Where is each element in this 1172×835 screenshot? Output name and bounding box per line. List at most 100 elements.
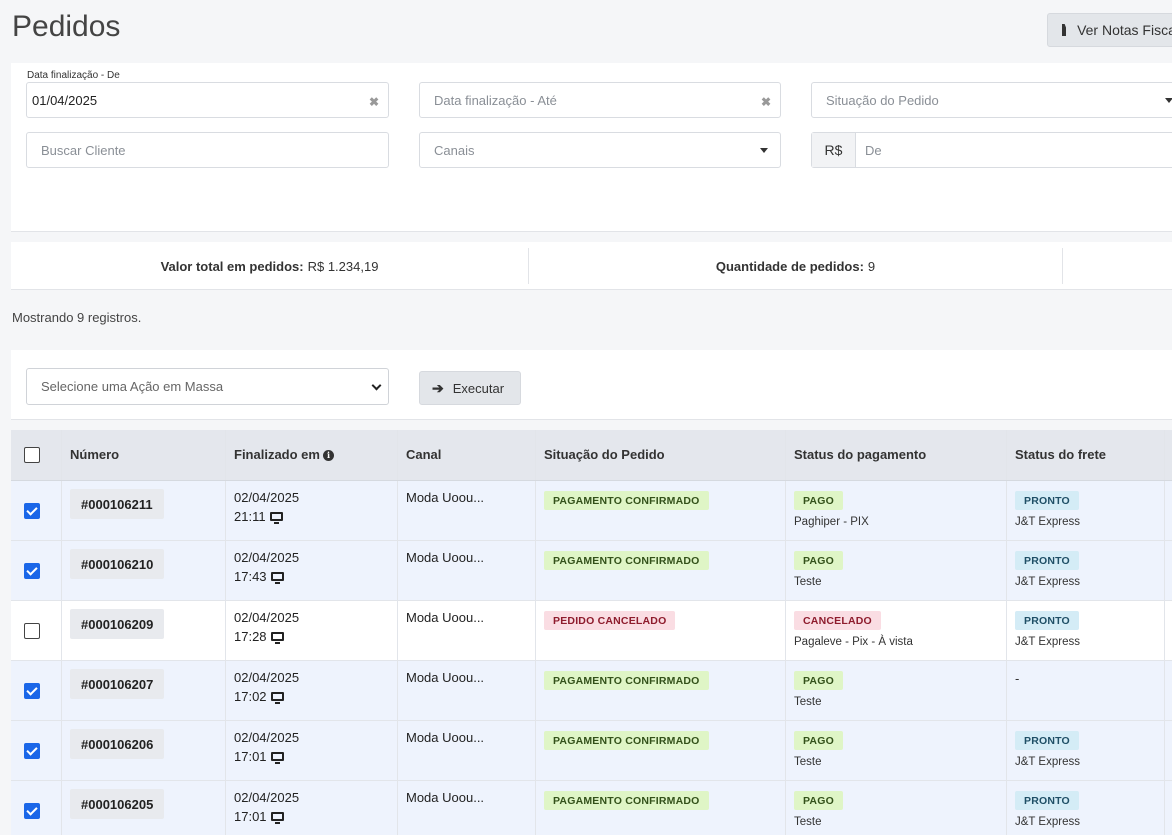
header-finalizado[interactable]: Finalizado em i bbox=[234, 447, 334, 462]
clear-icon[interactable]: ✖ bbox=[760, 95, 771, 109]
column-divider bbox=[61, 481, 62, 540]
table-row[interactable]: #000106210 02/04/2025 17:43 Moda Uoou... PAG… bbox=[11, 541, 1172, 601]
row-checkbox[interactable] bbox=[24, 803, 40, 819]
column-divider bbox=[225, 430, 226, 480]
value-from-placeholder: De bbox=[865, 142, 882, 158]
column-divider bbox=[1006, 721, 1007, 780]
channel-name: Moda Uoou... bbox=[406, 790, 485, 805]
total-value-summary: Valor total em pedidos: R$ 1.234,19 bbox=[11, 242, 528, 290]
execute-label: Executar bbox=[452, 380, 505, 396]
column-divider bbox=[397, 430, 398, 480]
payment-status-badge: CANCELADO bbox=[794, 611, 881, 630]
row-checkbox[interactable] bbox=[24, 743, 40, 759]
desktop-icon bbox=[269, 512, 283, 524]
table-row[interactable]: #000106209 02/04/2025 17:28 Moda Uoou... PED… bbox=[11, 601, 1172, 661]
column-divider bbox=[535, 601, 536, 660]
column-divider bbox=[1164, 661, 1165, 720]
channel-name: Moda Uoou... bbox=[406, 550, 485, 565]
header-numero[interactable]: Número bbox=[70, 447, 120, 462]
column-divider bbox=[225, 661, 226, 720]
table-row[interactable]: #000106211 02/04/2025 21:11 Moda Uoou... PAG… bbox=[11, 481, 1172, 541]
channel-name: Moda Uoou... bbox=[406, 670, 485, 685]
date-from-label: Data finalização - De bbox=[27, 70, 120, 81]
desktop-icon bbox=[270, 572, 284, 584]
header-pagamento[interactable]: Status do pagamento bbox=[794, 447, 927, 462]
column-divider bbox=[225, 481, 226, 540]
select-all-checkbox[interactable] bbox=[24, 447, 40, 463]
header-situacao[interactable]: Situação do Pedido bbox=[544, 447, 665, 462]
order-number-link[interactable]: #000106209 bbox=[70, 609, 165, 639]
page-title: Pedidos bbox=[12, 10, 121, 43]
summary-bar: Valor total em pedidos: R$ 1.234,19 Quan… bbox=[11, 242, 1172, 290]
row-checkbox[interactable] bbox=[24, 623, 40, 639]
header-canal[interactable]: Canal bbox=[406, 447, 442, 462]
column-divider bbox=[225, 721, 226, 780]
value-from-input[interactable]: R$ De bbox=[811, 132, 1172, 168]
order-status-badge: PAGAMENTO CONFIRMADO bbox=[544, 491, 709, 510]
view-invoices-button[interactable]: Ver Notas Fiscais bbox=[1047, 13, 1172, 47]
column-divider bbox=[397, 541, 398, 600]
bulk-action-select[interactable]: Selecione uma Ação em Massa bbox=[26, 368, 389, 405]
payment-status-badge: PAGO bbox=[794, 491, 843, 510]
finalized-date: 02/04/2025 bbox=[234, 730, 300, 745]
column-divider bbox=[225, 601, 226, 660]
finalized-time-value: 21:11 bbox=[234, 509, 266, 524]
shipping-status-empty: - bbox=[1015, 671, 1020, 686]
finalized-date: 02/04/2025 bbox=[234, 490, 300, 505]
execute-button[interactable]: ➔ Executar bbox=[419, 371, 521, 405]
column-divider bbox=[535, 781, 536, 835]
column-divider bbox=[61, 721, 62, 780]
shipping-carrier: J&T Express bbox=[1015, 636, 1080, 648]
column-divider bbox=[225, 781, 226, 835]
column-divider bbox=[61, 781, 62, 835]
total-value-label: Valor total em pedidos: bbox=[160, 258, 304, 274]
chevron-down-icon bbox=[371, 380, 382, 391]
column-divider bbox=[225, 541, 226, 600]
column-divider bbox=[397, 661, 398, 720]
column-divider bbox=[785, 661, 786, 720]
order-number-link[interactable]: #000106205 bbox=[70, 789, 165, 819]
order-number-link[interactable]: #000106207 bbox=[70, 669, 165, 699]
finalized-date: 02/04/2025 bbox=[234, 790, 300, 805]
column-divider bbox=[61, 601, 62, 660]
desktop-icon bbox=[270, 632, 284, 644]
row-checkbox[interactable] bbox=[24, 563, 40, 579]
column-divider bbox=[61, 541, 62, 600]
info-icon[interactable]: i bbox=[322, 450, 334, 461]
order-status-placeholder: Situação do Pedido bbox=[826, 92, 939, 108]
order-number-link[interactable]: #000106210 bbox=[70, 549, 165, 579]
clear-icon[interactable]: ✖ bbox=[368, 95, 379, 109]
column-divider bbox=[535, 661, 536, 720]
channels-select[interactable]: Canais bbox=[419, 132, 781, 168]
order-number-link[interactable]: #000106206 bbox=[70, 729, 165, 759]
payment-status-badge: PAGO bbox=[794, 551, 843, 570]
desktop-icon bbox=[270, 812, 284, 824]
shipping-carrier: J&T Express bbox=[1015, 816, 1080, 828]
order-status-select[interactable]: Situação do Pedido bbox=[811, 82, 1172, 118]
order-count-summary: Quantidade de pedidos: 9 bbox=[529, 242, 1062, 290]
file-icon bbox=[1062, 24, 1067, 36]
search-client-input[interactable]: Buscar Cliente bbox=[26, 132, 389, 168]
date-from-field[interactable]: 01/04/2025 ✖ bbox=[26, 82, 389, 118]
table-row[interactable]: #000106207 02/04/2025 17:02 Moda Uoou... PAG… bbox=[11, 661, 1172, 721]
row-checkbox[interactable] bbox=[24, 683, 40, 699]
order-number-link[interactable]: #000106211 bbox=[70, 489, 164, 519]
table-row[interactable]: #000106206 02/04/2025 17:01 Moda Uoou... PAG… bbox=[11, 721, 1172, 781]
payment-method: Teste bbox=[794, 576, 822, 588]
header-frete[interactable]: Status do frete bbox=[1015, 447, 1107, 462]
column-divider bbox=[1006, 430, 1007, 480]
date-to-field[interactable]: Data finalização - Até ✖ bbox=[419, 82, 781, 118]
order-count-value: 9 bbox=[867, 258, 876, 274]
row-checkbox[interactable] bbox=[24, 503, 40, 519]
order-status-badge: PEDIDO CANCELADO bbox=[544, 611, 676, 630]
order-status-badge: PAGAMENTO CONFIRMADO bbox=[544, 791, 709, 810]
payment-method: Pagaleve - Pix - À vista bbox=[794, 636, 913, 648]
finalized-time-value: 17:01 bbox=[234, 749, 267, 764]
shipping-status-badge: PRONTO bbox=[1015, 731, 1079, 750]
column-divider bbox=[785, 481, 786, 540]
table-row[interactable]: #000106205 02/04/2025 17:01 Moda Uoou... PAG… bbox=[11, 781, 1172, 835]
order-status-badge: PAGAMENTO CONFIRMADO bbox=[544, 731, 709, 750]
date-to-placeholder: Data finalização - Até bbox=[434, 92, 557, 108]
finalized-time: 17:43 bbox=[234, 569, 284, 584]
finalized-time: 21:11 bbox=[234, 509, 283, 524]
